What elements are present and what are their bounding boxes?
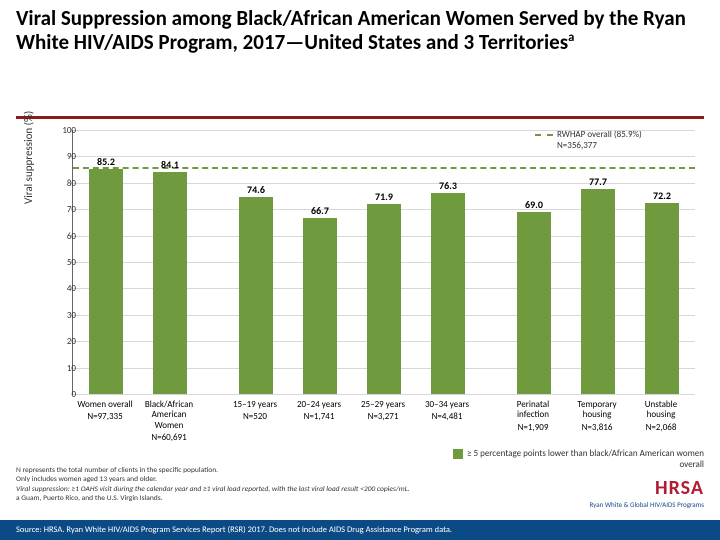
y-tick-label: 80 [36,178,76,189]
category-label: Unstable housing N=2,068 [631,400,691,433]
category-n: N=520 [225,412,285,422]
bar-value-label: 66.7 [300,204,340,217]
footnote-line: Viral suppression: ≥1 OAHS visit during … [16,485,556,494]
category-n: N=1,741 [289,412,349,422]
y-tick-label: 30 [36,310,76,321]
category-n: N=3,816 [567,423,627,433]
legend-line-n: N=356,377 [535,141,695,152]
footnotes: N represents the total number of clients… [16,466,556,504]
gridline [73,394,695,395]
category-n: N=1,909 [503,423,563,433]
chart-bar [239,197,273,394]
category-n: N=4,481 [417,412,477,422]
chart-bar [581,189,615,394]
chart-bar [645,203,679,394]
bar-chart: Viral suppression (%) RWHAP overall (85.… [16,124,704,454]
bar-value-label: 85.2 [86,155,126,168]
category-label: 20–24 years N=1,741 [289,400,349,423]
category-text: 30–34 years [425,399,469,410]
bar-value-label: 72.2 [642,189,682,202]
chart-bar [303,218,337,394]
category-label: 25–29 years N=3,271 [353,400,413,423]
bar-value-label: 84.1 [150,158,190,171]
category-label: Women overall N=97,335 [75,400,135,423]
category-text: 15–19 years [233,399,277,410]
chart-bar [517,212,551,394]
bar-value-label: 76.3 [428,179,468,192]
logo-sub: Ryan White & Global HIV/AIDS Programs [589,500,704,509]
chart-bar [431,193,465,394]
y-tick-label: 90 [36,151,76,162]
y-axis-label: Viral suppression (%) [22,111,35,204]
footnote-line: Only includes women aged 13 years and ol… [16,475,556,484]
bar-value-label: 69.0 [514,198,554,211]
chart-bar [153,172,187,394]
chart-bar [89,169,123,394]
title-rule [16,116,704,119]
category-text: 25–29 years [361,399,405,410]
gridline [73,130,695,131]
legend-box-swatch [453,449,463,459]
title-text: Viral Suppression among Black/African Am… [16,5,686,55]
footnote-line: N represents the total number of clients… [16,466,556,475]
category-label: Perinatal infection N=1,909 [503,400,563,433]
chart-legend: RWHAP overall (85.9%) N=356,377 [535,130,695,152]
category-text: Temporary housing [577,399,616,420]
y-tick-label: 60 [36,231,76,242]
category-label: Black/African American Women N=60,691 [139,400,199,443]
y-tick-label: 40 [36,283,76,294]
category-n: N=3,271 [353,412,413,422]
bar-value-label: 71.9 [364,190,404,203]
title-superscript: a [568,30,574,45]
category-text: Unstable housing [645,399,677,420]
hrsa-logo: HRSA Ryan White & Global HIV/AIDS Progra… [589,476,704,509]
page-title: Viral Suppression among Black/African Am… [16,6,704,54]
bar-value-label: 74.6 [236,183,276,196]
source-text: Source: HRSA. Ryan White HIV/AIDS Progra… [16,525,452,535]
category-n: N=97,335 [75,412,135,422]
category-label: 30–34 years N=4,481 [417,400,477,423]
y-tick-label: 20 [36,336,76,347]
y-tick-label: 0 [36,389,76,400]
category-n: N=2,068 [631,423,691,433]
plot-area: RWHAP overall (85.9%) N=356,377 85.2 84.1… [72,130,695,395]
category-text: Black/African American Women [145,399,193,431]
category-text: Women overall [77,399,132,410]
chart-bar [367,204,401,394]
bar-value-label: 77.7 [578,175,618,188]
y-tick-label: 10 [36,363,76,374]
category-label: 15–19 years N=520 [225,400,285,423]
legend-dash-swatch [535,134,553,136]
y-tick-label: 50 [36,257,76,268]
category-label: Temporary housing N=3,816 [567,400,627,433]
category-text: Perinatal infection [517,399,549,420]
category-text: 20–24 years [297,399,341,410]
category-n: N=60,691 [139,433,199,443]
logo-main: HRSA [589,476,704,500]
y-tick-label: 100 [36,125,76,136]
footnote-line: a Guam, Puerto Rico, and the U.S. Virgin… [16,494,556,503]
y-tick-label: 70 [36,204,76,215]
source-bar: Source: HRSA. Ryan White HIV/AIDS Progra… [0,520,720,540]
